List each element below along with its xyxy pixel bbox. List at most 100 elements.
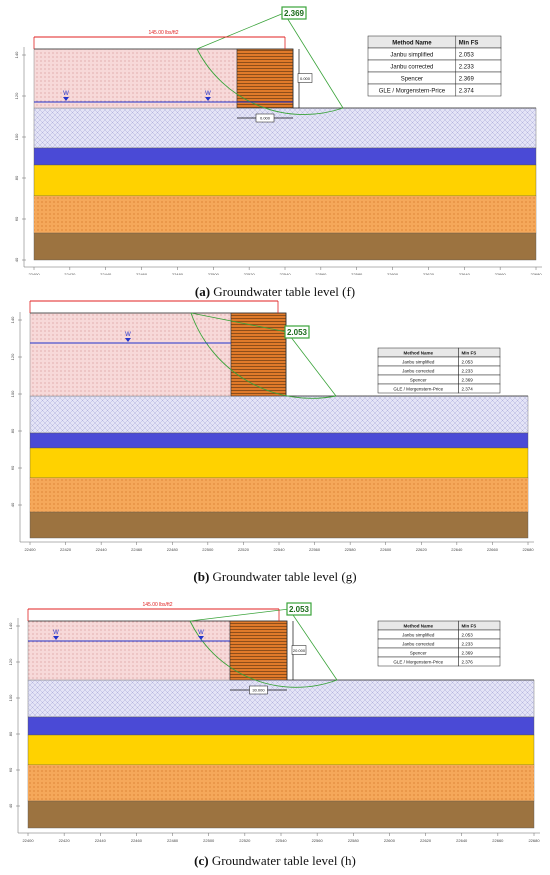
x-tick-label: 22640 [456,838,468,843]
x-tick-label: 22680 [522,547,534,552]
soil-layer-texture [34,108,536,148]
width-dimension-value: 0.000 [260,116,271,121]
y-tick-label: 140 [10,316,15,323]
embankment-texture [34,49,237,108]
x-tick-label: 22580 [351,272,363,275]
table-fs-value: 2.369 [462,377,474,382]
table-method-name: Janbu simplified [402,632,435,637]
excavation-face [230,312,287,397]
x-tick-label: 22500 [202,547,214,552]
y-tick-label: 100 [10,390,15,397]
ground-profile [28,620,534,681]
table-method-name: Janbu corrected [402,368,435,373]
soil-layer-texture [28,680,534,717]
table-method-name: Spencer [410,377,427,382]
y-tick-label: 140 [8,622,13,629]
caption-f: (a) Groundwater table level (f) [0,284,550,300]
x-tick-label: 22440 [100,272,112,275]
table-fs-value: 2.233 [462,641,474,646]
table-cell [458,656,501,667]
y-tick-label: 40 [8,803,13,808]
x-tick-label: 22520 [239,838,251,843]
table-fs-value: 2.053 [459,52,475,58]
results-table: Method Name Min FS Janbu simplified 2.053 Ja… [367,35,502,97]
x-tick-label: 22520 [238,547,250,552]
table-method-name: Spencer [410,650,427,655]
table-fs-value: 2.374 [462,386,474,391]
caption-letter-f: (a) [194,284,211,299]
soil-layer-brown_layer [27,800,535,829]
x-tick-label: 22660 [495,272,507,275]
table-fs-value: 2.369 [459,76,475,82]
caption-text-g: Groundwater table level (g) [209,569,357,584]
table-method-name: Janbu simplified [390,52,433,58]
water-symbol-icon [63,97,69,101]
x-tick-label: 22480 [167,838,179,843]
x-tick-label: 22660 [487,547,499,552]
table-method-name: Janbu corrected [390,64,433,70]
caption-g: (b) Groundwater table level (g) [0,569,550,585]
x-tick-label: 22500 [208,272,220,275]
soil-layer-texture [30,478,528,512]
table-header-method: Method Name [404,350,434,355]
embankment-texture [28,621,230,680]
height-dimension-box [291,645,307,655]
water-symbol-label: W [125,332,131,338]
table-fs-value: 2.233 [459,64,475,70]
x-tick-label: 22600 [380,547,392,552]
x-tick-label: 22540 [273,547,285,552]
x-tick-label: 22400 [22,838,34,843]
x-tick-label: 22600 [387,272,399,275]
fs-value: 2.053 [287,328,308,337]
slope-diagram-g: W 145.00 lbs/ft2 2.053 Method Name Min FS Jan… [10,294,534,552]
soil-layer-brown_layer [33,232,537,261]
x-tick-label: 22620 [420,838,432,843]
width-dimension-value: 30.000 [252,688,265,693]
table-fs-value: 2.374 [459,88,475,94]
height-dimension-value: 20.000 [293,648,306,653]
y-tick-label: 40 [14,257,19,262]
x-tick-label: 22420 [60,547,72,552]
y-tick-label: 60 [8,767,13,772]
soil-layer-blue_layer [29,432,529,449]
x-tick-label: 22420 [59,838,71,843]
x-tick-label: 22620 [423,272,435,275]
fs-value: 2.369 [284,9,305,18]
slip-surface [190,312,337,399]
slip-surface [196,48,344,115]
excavation-face [236,48,294,109]
x-tick-label: 22460 [131,547,143,552]
x-tick-label: 22680 [530,272,542,275]
fs-box [284,325,310,339]
water-symbol-label: W [63,91,69,97]
caption-text-h: Groundwater table level (h) [208,853,356,868]
x-tick-label: 22440 [95,838,107,843]
y-tick-label: 140 [14,51,19,58]
table-method-name: GLE / Morgenstern-Price [393,659,443,664]
table-cell [455,83,502,97]
water-symbol-label: W [198,630,204,636]
x-tick-label: 22580 [345,547,357,552]
table-method-name: Janbu corrected [402,641,435,646]
table-header-fs: Min FS [459,40,479,46]
x-tick-label: 22640 [451,547,463,552]
soil-layer-texture [34,196,536,233]
table-fs-value: 2.376 [462,659,474,664]
soil-layer-yellow_layer [27,734,535,766]
panel-f: W W 145.00 lbs/ft2 0.000 0.000 2.369 Method Na… [0,0,550,305]
x-tick-label: 22500 [203,838,215,843]
fs-box [286,602,312,616]
table-method-name: Spencer [401,76,423,82]
x-tick-label: 22480 [167,547,179,552]
load-label: 145.00 lbs/ft2 [148,30,178,36]
y-tick-label: 120 [8,658,13,665]
x-tick-label: 22660 [492,838,504,843]
water-symbol-icon [198,636,204,640]
x-tick-label: 22540 [275,838,287,843]
panel-h: W W 145.00 lbs/ft2 20.000 30.000 2.053 Method … [0,585,550,850]
caption-letter-h: (c) [194,853,209,868]
width-dimension-box [249,685,268,695]
results-table: Method Name Min FS Janbu simplified 2.053 Ja… [377,620,501,667]
embankment-texture [30,313,231,396]
